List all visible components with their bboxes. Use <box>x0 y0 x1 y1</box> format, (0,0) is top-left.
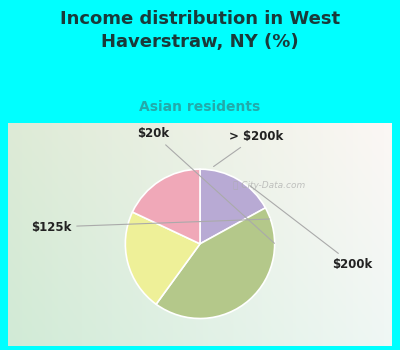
Text: Asian residents: Asian residents <box>139 100 261 114</box>
Text: Ⓣ City-Data.com: Ⓣ City-Data.com <box>233 181 305 190</box>
Text: $20k: $20k <box>137 127 274 243</box>
Wedge shape <box>156 208 275 318</box>
Wedge shape <box>200 169 266 244</box>
Text: > $200k: > $200k <box>214 130 283 167</box>
Text: $125k: $125k <box>31 219 270 233</box>
Text: $200k: $200k <box>250 186 373 271</box>
Wedge shape <box>125 212 200 304</box>
Text: Income distribution in West
Haverstraw, NY (%): Income distribution in West Haverstraw, … <box>60 10 340 51</box>
Wedge shape <box>132 169 200 244</box>
